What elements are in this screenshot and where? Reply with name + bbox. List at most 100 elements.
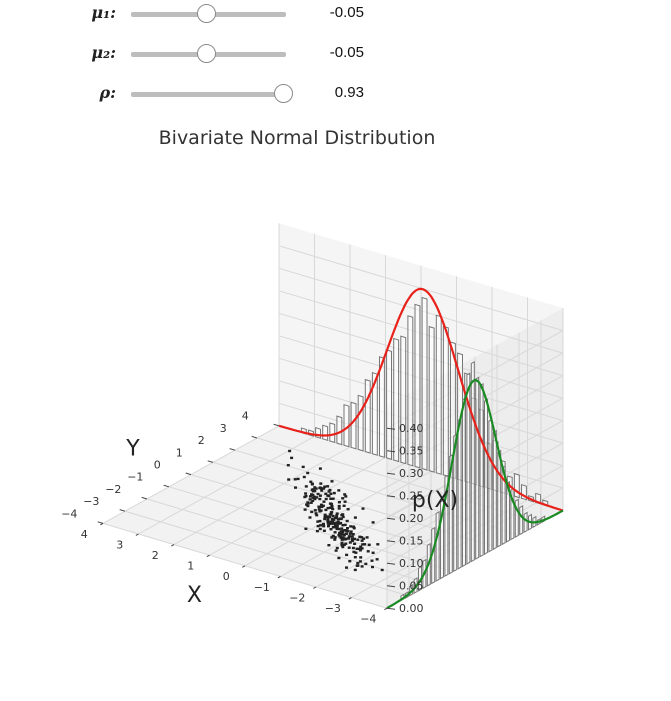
scatter-point [310, 493, 313, 496]
scatter-point [337, 507, 341, 510]
z-tick-mark [386, 607, 396, 610]
scatter-point [361, 543, 365, 546]
x-tick-mark [348, 597, 352, 600]
x-tick-label: 4 [81, 528, 88, 541]
scatter-point [380, 568, 384, 572]
z-tick-label: 0.40 [399, 422, 424, 435]
histogram-bar-y [475, 376, 480, 560]
scatter-point [345, 532, 349, 535]
scatter-point [331, 534, 335, 538]
scatter-point [353, 542, 357, 545]
y-tick-label: 3 [220, 422, 227, 435]
scatter-point [363, 543, 367, 546]
histogram-bar-x [428, 325, 435, 473]
scatter-point [360, 565, 364, 568]
scatter-point [317, 508, 321, 511]
scatter-point [313, 486, 317, 489]
scatter-point [322, 525, 326, 528]
scatter-point [321, 504, 325, 507]
scatter-point [341, 497, 345, 500]
scatter-point [352, 550, 356, 554]
slider-knob-rho[interactable] [274, 84, 294, 103]
z-tick-mark [386, 427, 396, 430]
scatter-point [296, 477, 300, 481]
y-tick-label: 4 [242, 410, 249, 423]
histogram-bar-y [492, 429, 497, 551]
scatter-point [316, 492, 320, 496]
scatter-point [345, 566, 348, 569]
x-axis-title: X [187, 583, 202, 608]
plot-area: −4 −3 −2 −1 0 1 2 3 4 −4 −3 −2 −1 0 1 2 3 4 0.00 0.05 0.10 0.… [61, 223, 564, 626]
y-tick-label: −4 [61, 507, 77, 520]
scatter-point [371, 521, 375, 524]
histogram-bar-y [501, 465, 506, 546]
scatter-point [344, 495, 348, 498]
scatter-point [375, 558, 379, 561]
z-axis-title: p(X) [412, 488, 458, 513]
histogram-bar-x [442, 325, 449, 478]
scatter-point [334, 549, 338, 552]
scatter-point [337, 501, 341, 504]
scatter-point [315, 514, 319, 517]
y-tick-label: 0 [154, 459, 161, 472]
x-tick-mark [277, 575, 281, 579]
histogram-bar-y [484, 398, 488, 556]
scatter-point [301, 465, 305, 469]
scatter-point [318, 467, 322, 470]
scatter-point [351, 533, 355, 536]
histogram-bar-x [343, 404, 350, 448]
scatter-point [309, 480, 313, 483]
chart-title: Bivariate Normal Distribution [159, 127, 436, 149]
x-tick-label: −1 [254, 581, 270, 594]
scatter-point [318, 527, 322, 531]
scatter-point [329, 497, 333, 500]
histogram-bar-y [519, 505, 524, 536]
scatter-point [311, 499, 315, 502]
scatter-point [346, 508, 350, 511]
scatter-point [341, 524, 345, 527]
scatter-point [313, 509, 317, 512]
y-tick-mark [229, 448, 236, 451]
slider-track-rho[interactable] [131, 92, 286, 97]
y-tick-mark [119, 509, 126, 512]
x-tick-mark [384, 607, 388, 611]
gridline [278, 312, 564, 399]
scatter-point [333, 523, 337, 527]
scatter-point [322, 487, 326, 490]
scatter-point [337, 489, 341, 492]
scatter-point [340, 541, 344, 545]
y-tick-mark [141, 496, 148, 500]
pdf-curve-y [386, 378, 564, 610]
z-tick-mark [386, 585, 396, 588]
scatter-point [370, 559, 374, 562]
histogram-bar-y [448, 454, 453, 575]
scatter-point [347, 537, 350, 540]
slider-knob-mu2[interactable] [197, 44, 217, 63]
x-tick-mark [135, 533, 139, 536]
scatter-point [342, 504, 346, 507]
scatter-point [341, 529, 345, 532]
scatter-point [313, 489, 317, 493]
scatter-point [306, 471, 310, 475]
scatter-point [324, 492, 328, 495]
scatter-point [327, 490, 331, 493]
scatter-point [341, 515, 345, 519]
scatter-point [328, 513, 332, 516]
scatter-point [328, 515, 331, 519]
slider-row-mu2: μ₂: -0.05 [0, 40, 671, 70]
z-tick-label: 0.30 [399, 467, 424, 480]
scatter-point [356, 538, 360, 541]
scatter-point [308, 516, 312, 519]
scatter-point [338, 535, 342, 538]
scatter-point [340, 543, 344, 547]
scatter-point [340, 533, 344, 536]
scatter-point [308, 495, 312, 498]
scatter-point [358, 549, 362, 552]
scatter-point [350, 535, 354, 538]
scatter-point [323, 485, 327, 488]
y-tick-mark [185, 472, 192, 476]
scatter-point [337, 504, 341, 508]
slider-knob-mu1[interactable] [197, 4, 217, 23]
scatter-point [366, 550, 370, 553]
z-tick-mark [386, 472, 396, 475]
